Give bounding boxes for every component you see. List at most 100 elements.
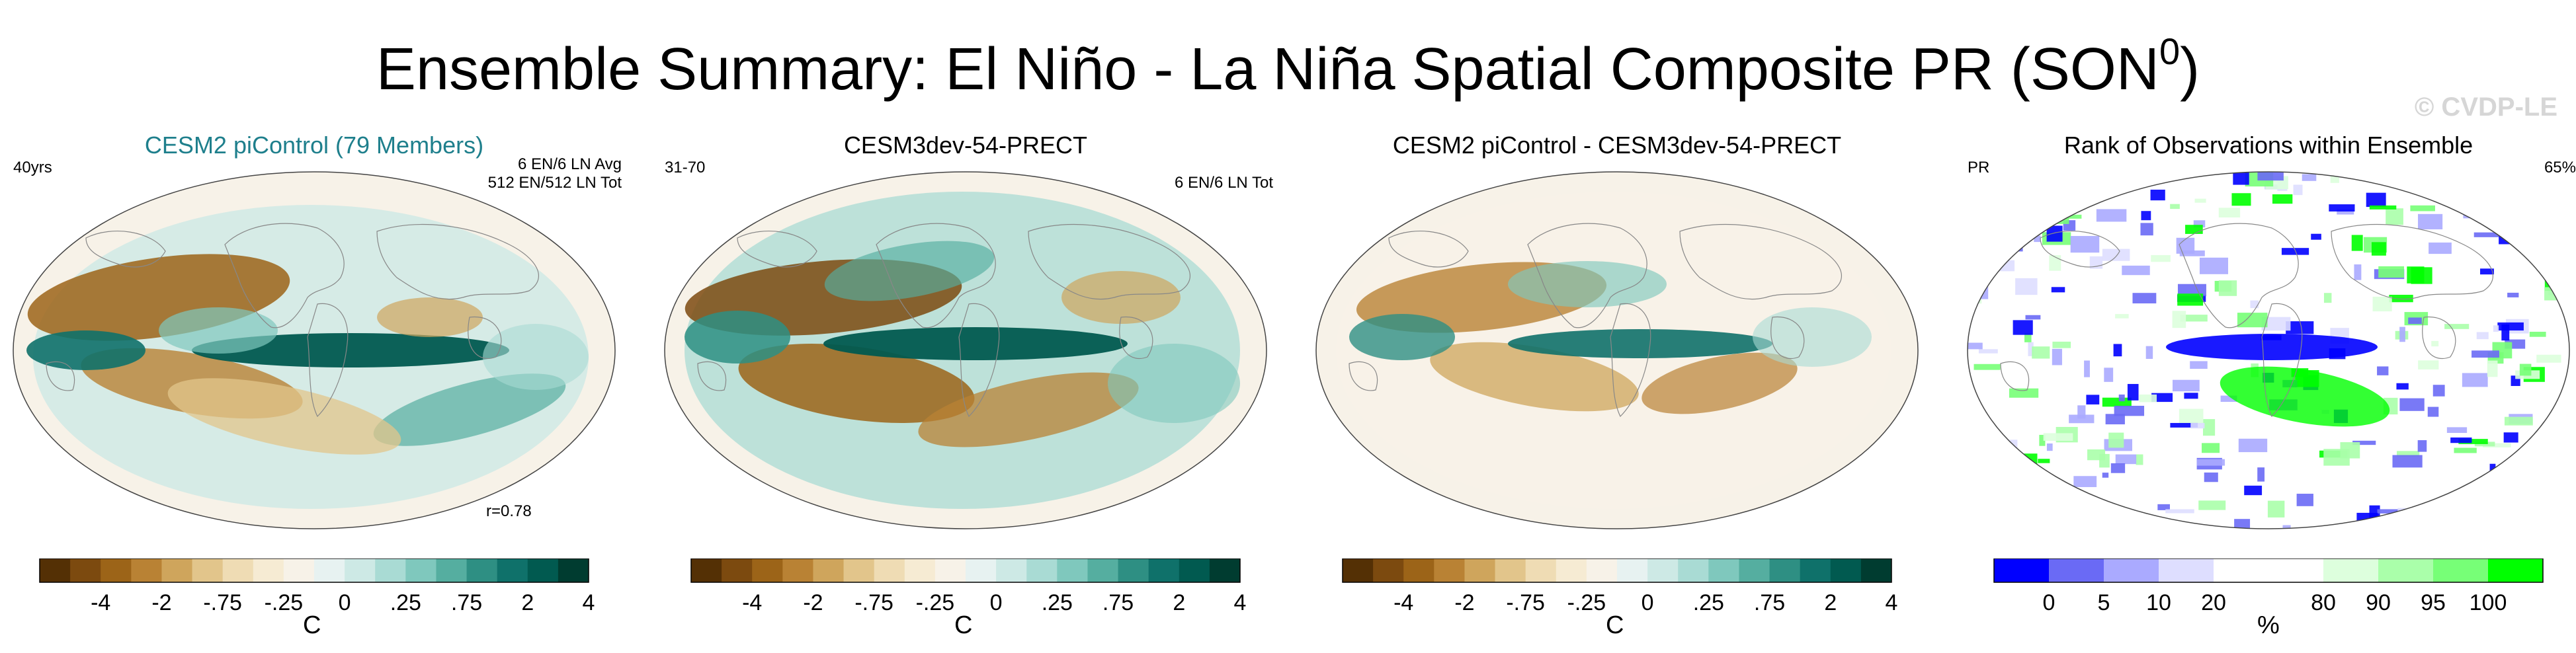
rank-cell — [1968, 282, 1989, 299]
rank-cell — [2096, 209, 2127, 222]
colorbar-swatch — [1373, 558, 1404, 582]
rank-cell — [2009, 388, 2039, 398]
rank-cell — [2043, 209, 2069, 224]
colorbar-unit: % — [2257, 611, 2280, 639]
rank-cell — [2540, 221, 2551, 225]
rank-cell — [2025, 172, 2050, 186]
rank-cell — [2482, 443, 2511, 447]
rank-cell — [2034, 235, 2041, 243]
colorbar-swatch — [874, 558, 905, 582]
rank-cell — [2176, 237, 2195, 254]
rank-cell — [2377, 366, 2389, 375]
coastline — [1770, 316, 1805, 360]
colorbar-tick-label: -2 — [803, 590, 823, 615]
rank-cell — [2102, 249, 2130, 261]
rank-cell — [2501, 324, 2510, 341]
field-anomaly — [1349, 314, 1455, 360]
rank-cell — [2527, 227, 2546, 237]
colorbar-unit: C — [303, 611, 321, 639]
composite-map — [664, 171, 1267, 529]
rank-cell — [2012, 190, 2025, 195]
colorbar-swatch — [1026, 558, 1058, 582]
rank-cell — [2231, 193, 2251, 206]
rank-cell — [2135, 172, 2159, 174]
rank-cell — [1968, 342, 1983, 350]
rank-cell — [2073, 476, 2097, 487]
rank-cell — [2446, 427, 2468, 433]
coastline — [468, 316, 502, 360]
colorbar-swatch — [1708, 558, 1739, 582]
panel-cesm3dev: CESM3dev-54-PRECT 31-70 6 EN/6 LN Tot -4… — [658, 129, 1273, 651]
coastline — [85, 231, 166, 268]
rank-cell — [2296, 494, 2313, 506]
rank-cell — [2177, 293, 2204, 306]
colorbar-swatch — [1556, 558, 1587, 582]
field-anomaly — [167, 378, 401, 455]
rank-cell — [2555, 172, 2569, 176]
colorbar-tick-label: -.75 — [203, 590, 242, 615]
colorbar-tick-label: -4 — [1393, 590, 1413, 615]
rank-cell — [2234, 519, 2251, 529]
rank-cell — [2051, 287, 2065, 293]
rank-cell — [2013, 320, 2033, 335]
rank-cell — [2049, 255, 2061, 271]
rank-cell — [2043, 433, 2073, 441]
rank-cell — [2329, 204, 2355, 211]
rank-cell — [1998, 440, 2018, 456]
colorbar-swatch — [314, 558, 345, 582]
rank-cell — [2427, 406, 2439, 417]
colorbar-tick-label: 80 — [2311, 590, 2336, 615]
colorbar-swatch — [101, 558, 132, 582]
rank-cell — [2122, 265, 2150, 276]
coastline — [958, 303, 1000, 418]
colorbar-tick-label: 2 — [521, 590, 534, 615]
rank-cell — [2250, 300, 2259, 309]
rank-cell — [2060, 200, 2074, 211]
colorbar-tick-label: 100 — [2470, 590, 2507, 615]
colorbar-tick-label: 5 — [2098, 590, 2110, 615]
rank-cell — [2535, 447, 2555, 457]
rank-cell — [1979, 176, 1992, 191]
colorbar-tick-label: 90 — [2366, 590, 2391, 615]
rank-cell — [2165, 509, 2194, 514]
colorbar-swatch — [1769, 558, 1801, 582]
rank-cell — [2553, 204, 2569, 221]
colorbar-swatch — [1179, 558, 1210, 582]
rank-cell — [2203, 419, 2216, 436]
colorbar-tick-label: 10 — [2146, 590, 2171, 615]
field-anomaly — [1108, 344, 1240, 423]
colorbar-swatch — [935, 558, 966, 582]
colorbar-swatch — [722, 558, 753, 582]
colorbar-tick-label: -.75 — [1506, 590, 1545, 615]
rank-cell — [2542, 462, 2551, 469]
colorbar-tick-label: .25 — [1042, 590, 1073, 615]
rank-cell — [2431, 340, 2439, 347]
colorbar-swatch — [436, 558, 468, 582]
rank-cell — [2184, 393, 2198, 399]
colorbar-swatch — [405, 558, 436, 582]
rank-cell — [2323, 293, 2332, 303]
field-anomaly — [823, 327, 1128, 360]
colorbar-swatch — [1617, 558, 1648, 582]
rank-cell — [2397, 521, 2411, 529]
rank-cell — [2132, 293, 2157, 304]
rank-cell — [2198, 500, 2226, 510]
coastline — [2179, 223, 2299, 328]
rank-cell — [2046, 443, 2053, 451]
coastline — [46, 361, 75, 391]
rank-cell — [2084, 360, 2090, 377]
colorbar-swatch — [161, 558, 193, 582]
rank-cell — [2069, 184, 2099, 190]
rank-cell — [2014, 217, 2044, 232]
rank-cell — [1978, 349, 1998, 354]
field-anomaly — [738, 344, 975, 423]
coastline — [2000, 361, 2030, 391]
rank-cell — [2286, 321, 2314, 334]
colorbar-swatch — [2268, 558, 2324, 582]
coastline — [2040, 231, 2120, 268]
colorbar-tick-label: .75 — [451, 590, 482, 615]
rank-cell — [1974, 364, 2001, 370]
rank-map — [1967, 171, 2570, 529]
rank-cell — [2563, 172, 2569, 184]
rank-cell — [2503, 432, 2518, 443]
